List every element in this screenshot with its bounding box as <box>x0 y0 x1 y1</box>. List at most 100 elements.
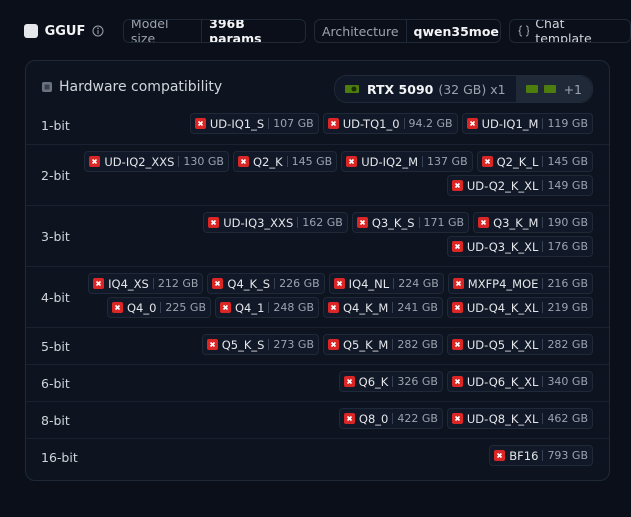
quant-chip[interactable]: Q4_K_S 226 GB <box>207 273 325 294</box>
incompatible-icon <box>451 302 463 313</box>
quant-chip[interactable]: IQ4_NL 224 GB <box>328 273 444 294</box>
gpu-name: RTX 5090 <box>366 81 434 97</box>
chip-line: Q5_K_S 273 GB Q5_K_M 282 GB UD-Q5_K_XL 282 GB <box>201 334 593 355</box>
quant-size: 224 GB <box>393 278 439 289</box>
quant-chip[interactable]: Q2_K_L 145 GB <box>476 151 593 172</box>
quant-size: 326 GB <box>392 376 438 387</box>
quant-chip[interactable]: IQ4_XS 212 GB <box>88 273 204 294</box>
quant-name: UD-Q4_K_XL <box>466 300 539 315</box>
quant-size: 137 GB <box>422 156 468 167</box>
gpu-detail: (32 GB) x1 <box>438 81 506 97</box>
gpu-more-icons <box>525 85 556 93</box>
quant-chip[interactable]: UD-Q3_K_XL 176 GB <box>446 236 593 257</box>
quant-chip[interactable]: UD-Q8_K_XL 462 GB <box>446 408 593 429</box>
bit-label: 1-bit <box>41 117 70 133</box>
quant-name: UD-IQ2_XXS <box>104 154 175 169</box>
quant-name: Q4_0 <box>126 300 157 315</box>
quant-chip[interactable]: Q4_K_M 241 GB <box>322 297 443 318</box>
quant-chip[interactable]: Q2_K 145 GB <box>232 151 338 172</box>
panel-icon <box>42 82 52 92</box>
quant-chip[interactable]: Q5_K_S 273 GB <box>201 334 319 355</box>
quant-name: UD-Q5_K_XL <box>466 337 539 352</box>
incompatible-icon <box>89 156 101 167</box>
quant-name: UD-Q8_K_XL <box>466 411 539 426</box>
quant-size: 190 GB <box>542 217 588 228</box>
chat-template-button[interactable]: Chat template <box>508 19 631 43</box>
quant-chip[interactable]: UD-IQ3_XXS 162 GB <box>203 212 348 233</box>
incompatible-icon <box>451 413 463 424</box>
gpu-main: RTX 5090 (32 GB) x1 <box>335 82 516 97</box>
bit-label: 16-bit <box>41 449 78 465</box>
chip-line: UD-IQ1_S 107 GB UD-TQ1_0 94.2 GB UD-IQ1_M 119… <box>189 113 593 134</box>
incompatible-icon <box>333 278 345 289</box>
quant-name: Q5_K_S <box>221 337 265 352</box>
info-icon[interactable] <box>91 24 105 38</box>
quant-chip[interactable]: UD-IQ2_M 137 GB <box>341 151 473 172</box>
bit-label: 2-bit <box>41 167 70 183</box>
quant-name: Q6_K <box>358 374 389 389</box>
chip-line: Q4_0 225 GB Q4_1 248 GB Q4_K_M 241 GB UD-Q4_K_… <box>106 297 593 318</box>
quant-chip[interactable]: BF16 793 GB <box>489 445 593 466</box>
quant-name: UD-Q3_K_XL <box>466 239 539 254</box>
quant-chip[interactable]: UD-IQ1_M 119 GB <box>461 113 593 134</box>
quant-chip[interactable]: Q8_0 422 GB <box>338 408 443 429</box>
incompatible-icon <box>356 217 368 228</box>
gpu-icon <box>344 85 359 93</box>
quant-chip[interactable]: UD-Q5_K_XL 282 GB <box>446 334 593 355</box>
quant-chip[interactable]: UD-IQ1_S 107 GB <box>189 113 319 134</box>
quant-chip[interactable]: Q3_K_M 190 GB <box>473 212 593 233</box>
quant-name: UD-IQ1_S <box>209 116 265 131</box>
quant-size: 149 GB <box>542 180 588 191</box>
quant-chip[interactable]: UD-Q2_K_XL 149 GB <box>446 175 593 196</box>
quant-chip[interactable]: Q4_1 248 GB <box>214 297 319 318</box>
quant-size: 225 GB <box>160 302 206 313</box>
quant-size: 340 GB <box>542 376 588 387</box>
quant-size: 422 GB <box>392 413 438 424</box>
chip-line: UD-Q3_K_XL 176 GB <box>446 236 593 257</box>
chip-line: UD-Q2_K_XL 149 GB <box>446 175 593 196</box>
quant-chip[interactable]: Q3_K_S 171 GB <box>351 212 470 233</box>
chip-line: Q6_K 326 GB UD-Q6_K_XL 340 GB <box>338 371 593 392</box>
quant-name: BF16 <box>509 448 539 463</box>
quant-name: UD-TQ1_0 <box>342 116 400 131</box>
quant-chip[interactable]: UD-TQ1_0 94.2 GB <box>322 113 458 134</box>
incompatible-icon <box>194 118 206 129</box>
quant-size: 219 GB <box>542 302 588 313</box>
incompatible-icon <box>451 180 463 191</box>
quant-chip[interactable]: Q4_0 225 GB <box>106 297 211 318</box>
quant-chip[interactable]: Q5_K_M 282 GB <box>322 334 443 355</box>
quant-size: 162 GB <box>297 217 343 228</box>
quant-name: Q5_K_M <box>342 337 389 352</box>
header-title: GGUF <box>44 23 86 39</box>
quant-row: 16-bit BF16 793 GB <box>26 438 609 476</box>
template-icon <box>517 25 530 37</box>
chip-line: BF16 793 GB <box>489 445 593 466</box>
bit-label: 6-bit <box>41 375 70 391</box>
chip-line: Q8_0 422 GB UD-Q8_K_XL 462 GB <box>338 408 593 429</box>
quant-size: 241 GB <box>392 302 438 313</box>
pill-value: 396B params <box>209 19 262 43</box>
incompatible-icon <box>466 118 478 129</box>
quant-chip[interactable]: UD-IQ2_XXS 130 GB <box>84 151 229 172</box>
pill-label: Model size <box>124 20 203 42</box>
quant-chip[interactable]: MXFP4_MOE 216 GB <box>447 273 593 294</box>
quant-name: UD-IQ2_M <box>361 154 419 169</box>
quant-row: 8-bit Q8_0 422 GB UD-Q8_K_XL 462 GB <box>26 401 609 439</box>
quant-chip[interactable]: UD-Q6_K_XL 340 GB <box>446 371 593 392</box>
gpu-selector[interactable]: RTX 5090 (32 GB) x1 +1 <box>333 75 593 103</box>
incompatible-icon <box>343 413 355 424</box>
incompatible-icon <box>451 339 463 350</box>
quant-name: IQ4_NL <box>348 276 390 291</box>
incompatible-icon <box>451 376 463 387</box>
quant-name: Q4_K_S <box>227 276 271 291</box>
quant-name: Q2_K_L <box>496 154 539 169</box>
quant-size: 212 GB <box>152 278 198 289</box>
gpu-more[interactable]: +1 <box>515 76 592 102</box>
quant-chip[interactable]: Q6_K 326 GB <box>338 371 443 392</box>
quant-size: 793 GB <box>542 450 588 461</box>
quant-chip[interactable]: UD-Q4_K_XL 219 GB <box>446 297 593 318</box>
quant-size: 119 GB <box>542 118 588 129</box>
quant-name: Q3_K_S <box>371 215 415 230</box>
quant-size: 130 GB <box>178 156 224 167</box>
quant-row: 1-bit UD-IQ1_S 107 GB UD-TQ1_0 94.2 GB UD-IQ1… <box>26 107 609 144</box>
